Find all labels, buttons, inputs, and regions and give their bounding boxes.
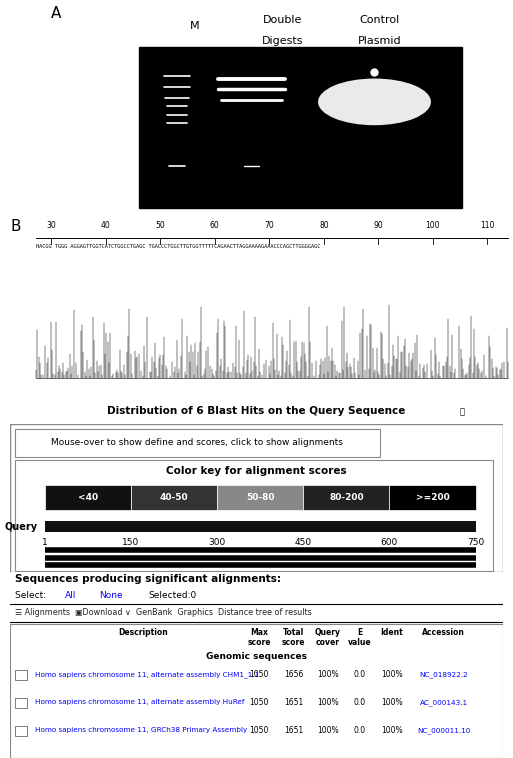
Text: Query: Query bbox=[4, 522, 37, 532]
Text: Select:: Select: bbox=[15, 591, 49, 600]
Text: 0.0: 0.0 bbox=[354, 670, 366, 679]
Text: 100: 100 bbox=[426, 221, 440, 230]
Text: 750: 750 bbox=[467, 538, 484, 547]
Text: AC_000143.1: AC_000143.1 bbox=[420, 699, 468, 706]
Text: Mouse-over to show define and scores, click to show alignments: Mouse-over to show define and scores, cl… bbox=[51, 438, 343, 447]
Text: 50: 50 bbox=[155, 221, 165, 230]
Text: 600: 600 bbox=[381, 538, 398, 547]
Text: M: M bbox=[190, 21, 200, 31]
Bar bbox=[15, 725, 28, 736]
Text: Homo sapiens chromosome 11, alternate assembly HuRef: Homo sapiens chromosome 11, alternate as… bbox=[35, 700, 244, 705]
Text: 1: 1 bbox=[42, 538, 48, 547]
Text: 60: 60 bbox=[210, 221, 220, 230]
Bar bbox=[131, 485, 217, 510]
Text: 1050: 1050 bbox=[249, 670, 269, 679]
Text: Query
cover: Query cover bbox=[315, 628, 341, 647]
Text: Homo sapiens chromosome 11, alternate assembly CHM1_1.1: Homo sapiens chromosome 11, alternate as… bbox=[35, 671, 259, 678]
Bar bbox=[15, 697, 28, 708]
Text: 40: 40 bbox=[101, 221, 111, 230]
Text: 1651: 1651 bbox=[284, 725, 303, 735]
Text: B: B bbox=[10, 218, 21, 233]
Text: Sequences producing significant alignments:: Sequences producing significant alignmen… bbox=[15, 574, 281, 584]
Text: Accession: Accession bbox=[422, 628, 465, 637]
Text: 300: 300 bbox=[208, 538, 226, 547]
Text: 100%: 100% bbox=[317, 698, 339, 706]
Text: ⓘ: ⓘ bbox=[459, 407, 464, 416]
Text: 80-200: 80-200 bbox=[329, 493, 364, 502]
Text: 0.0: 0.0 bbox=[354, 698, 366, 706]
Text: 100%: 100% bbox=[317, 725, 339, 735]
Text: 1050: 1050 bbox=[249, 725, 269, 735]
Text: 1651: 1651 bbox=[284, 698, 303, 706]
Bar bbox=[15, 429, 380, 457]
Text: Ident: Ident bbox=[381, 628, 403, 637]
Text: 1656: 1656 bbox=[284, 670, 303, 679]
Text: 450: 450 bbox=[295, 538, 312, 547]
Bar bbox=[15, 460, 493, 571]
Text: NC_000011.10: NC_000011.10 bbox=[417, 727, 470, 734]
Text: Genomic sequences: Genomic sequences bbox=[206, 652, 307, 661]
Text: Max
score: Max score bbox=[247, 628, 271, 647]
Text: Plasmid: Plasmid bbox=[358, 36, 402, 46]
Text: Description: Description bbox=[119, 628, 168, 637]
Bar bbox=[10, 625, 503, 758]
Text: Total
score: Total score bbox=[282, 628, 305, 647]
Text: 100%: 100% bbox=[381, 725, 403, 735]
Text: None: None bbox=[99, 591, 123, 600]
Text: Digests: Digests bbox=[262, 36, 303, 46]
Text: ☰ Alignments  ▣Download ∨  GenBank  Graphics  Distance tree of results: ☰ Alignments ▣Download ∨ GenBank Graphic… bbox=[15, 608, 312, 616]
Text: 0.0: 0.0 bbox=[354, 725, 366, 735]
Text: 100%: 100% bbox=[317, 670, 339, 679]
Bar bbox=[139, 47, 462, 208]
Text: <40: <40 bbox=[78, 493, 98, 502]
Text: Distribution of 6 Blast Hits on the Query Sequence: Distribution of 6 Blast Hits on the Quer… bbox=[107, 406, 406, 416]
Ellipse shape bbox=[318, 79, 431, 125]
Text: Homo sapiens chromosome 11, GRCh38 Primary Assembly: Homo sapiens chromosome 11, GRCh38 Prima… bbox=[35, 727, 247, 733]
Bar bbox=[389, 485, 476, 510]
Bar bbox=[45, 485, 131, 510]
Text: 30: 30 bbox=[46, 221, 56, 230]
Text: Control: Control bbox=[360, 15, 400, 25]
Text: All: All bbox=[65, 591, 76, 600]
Text: 50-80: 50-80 bbox=[246, 493, 274, 502]
Bar bbox=[45, 521, 476, 532]
Text: 40-50: 40-50 bbox=[160, 493, 188, 502]
Text: Color key for alignment scores: Color key for alignment scores bbox=[166, 466, 347, 476]
Text: NC_018922.2: NC_018922.2 bbox=[419, 671, 468, 678]
Text: 90: 90 bbox=[373, 221, 383, 230]
Bar bbox=[217, 485, 303, 510]
Bar bbox=[15, 670, 28, 680]
Text: Selected:0: Selected:0 bbox=[148, 591, 196, 600]
Text: A: A bbox=[51, 6, 62, 21]
Text: E
value: E value bbox=[348, 628, 372, 647]
Text: Double: Double bbox=[263, 15, 302, 25]
Text: 100%: 100% bbox=[381, 670, 403, 679]
Text: 70: 70 bbox=[264, 221, 274, 230]
Text: HACGG TGGG AGGAGTTGGTCATCTGGCCTGAGC TGACCCTGGCTTGTGGTTTTTCAGAACTTAGGAAAAGAAACCCA: HACGG TGGG AGGAGTTGGTCATCTGGCCTGAGC TGAC… bbox=[36, 244, 320, 249]
Text: 1050: 1050 bbox=[249, 698, 269, 706]
Text: >=200: >=200 bbox=[416, 493, 449, 502]
Text: 80: 80 bbox=[319, 221, 329, 230]
Text: 100%: 100% bbox=[381, 698, 403, 706]
Text: 150: 150 bbox=[122, 538, 140, 547]
Bar bbox=[303, 485, 389, 510]
Text: 110: 110 bbox=[480, 221, 495, 230]
